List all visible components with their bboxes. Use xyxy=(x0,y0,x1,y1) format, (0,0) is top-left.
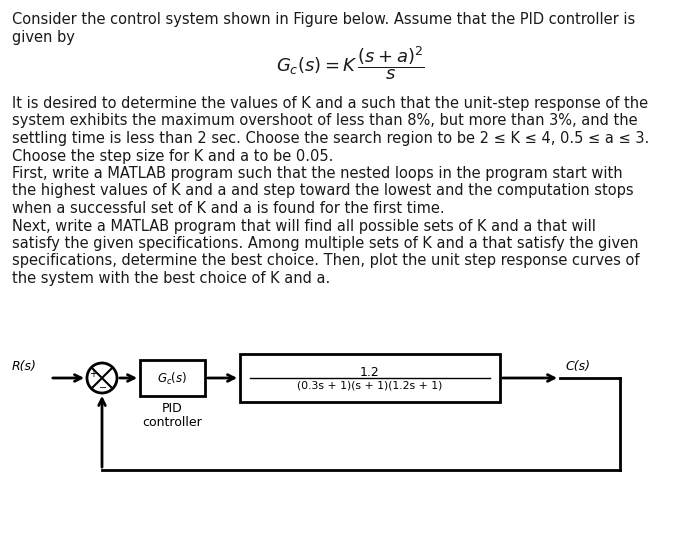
Bar xyxy=(240,354,500,402)
Text: Next, write a MATLAB program that will find all possible sets of K and a that wi: Next, write a MATLAB program that will f… xyxy=(12,219,596,234)
Text: First, write a MATLAB program such that the nested loops in the program start wi: First, write a MATLAB program such that … xyxy=(12,166,622,181)
Circle shape xyxy=(87,363,117,393)
Text: given by: given by xyxy=(12,30,75,45)
Bar xyxy=(140,360,205,396)
Text: It is desired to determine the values of K and a such that the unit-step respons: It is desired to determine the values of… xyxy=(12,96,648,111)
Text: Consider the control system shown in Figure below. Assume that the PID controlle: Consider the control system shown in Fig… xyxy=(12,12,636,27)
Text: specifications, determine the best choice. Then, plot the unit step response cur: specifications, determine the best choic… xyxy=(12,254,640,268)
Text: $G_c(s) = K\,\dfrac{(s + a)^2}{s}$: $G_c(s) = K\,\dfrac{(s + a)^2}{s}$ xyxy=(276,44,424,82)
Text: $G_c(s)$: $G_c(s)$ xyxy=(158,371,188,387)
Text: the system with the best choice of K and a.: the system with the best choice of K and… xyxy=(12,271,330,286)
Text: 1.2: 1.2 xyxy=(360,366,380,379)
Text: controller: controller xyxy=(143,416,202,429)
Text: (0.3s + 1)(s + 1)(1.2s + 1): (0.3s + 1)(s + 1)(1.2s + 1) xyxy=(298,380,442,390)
Text: R(s): R(s) xyxy=(12,360,37,373)
Text: +: + xyxy=(89,369,97,379)
Text: when a successful set of K and a is found for the first time.: when a successful set of K and a is foun… xyxy=(12,201,444,216)
Text: C(s): C(s) xyxy=(565,360,590,373)
Text: system exhibits the maximum overshoot of less than 8%, but more than 3%, and the: system exhibits the maximum overshoot of… xyxy=(12,114,638,129)
Text: the highest values of K and a and step toward the lowest and the computation sto: the highest values of K and a and step t… xyxy=(12,183,634,199)
Text: −: − xyxy=(99,383,107,393)
Text: settling time is less than 2 sec. Choose the search region to be 2 ≤ K ≤ 4, 0.5 : settling time is less than 2 sec. Choose… xyxy=(12,131,650,146)
Text: PID: PID xyxy=(162,402,183,415)
Text: Choose the step size for K and a to be 0.05.: Choose the step size for K and a to be 0… xyxy=(12,148,333,163)
Text: satisfy the given specifications. Among multiple sets of K and a that satisfy th: satisfy the given specifications. Among … xyxy=(12,236,638,251)
